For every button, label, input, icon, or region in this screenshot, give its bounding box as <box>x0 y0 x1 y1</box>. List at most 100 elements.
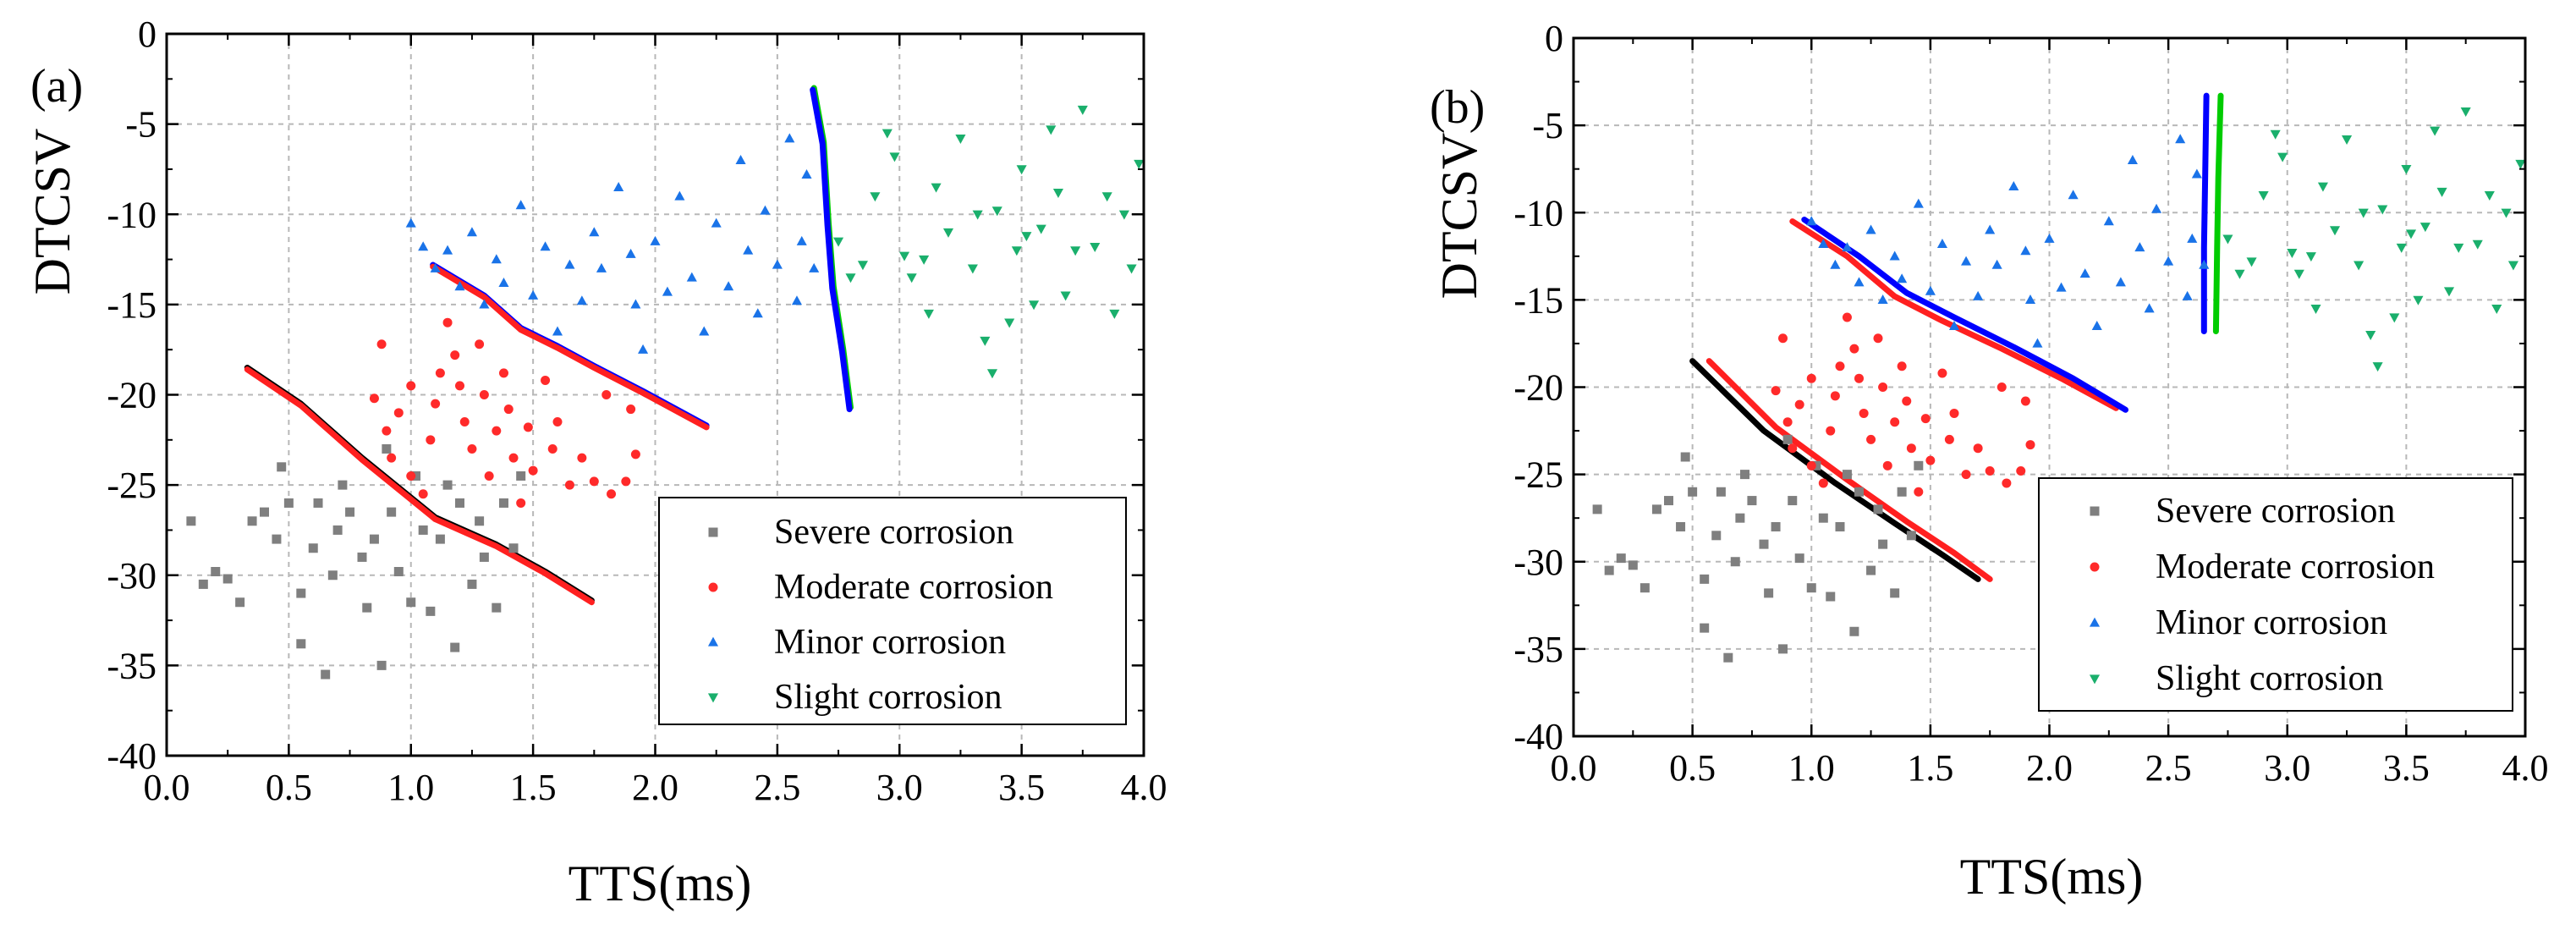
panel-a-x-tick-label-8: 4.0 <box>1121 767 1167 808</box>
panel-a-point-slight-17 <box>991 206 1002 217</box>
panel-a-y-tick-label-8: -40 <box>107 735 157 777</box>
panel-a-point-severe-14 <box>321 669 331 680</box>
panel-b-point-slight-1 <box>2234 269 2245 279</box>
panel-a-point-severe-19 <box>357 552 367 562</box>
panel-a-points <box>186 105 1145 680</box>
panel-b-point-slight-29 <box>2472 239 2483 250</box>
panel-a-point-severe-20 <box>362 603 372 613</box>
panel-a-point-moderate-30 <box>577 453 587 463</box>
panel-a-point-minor-33 <box>784 133 795 143</box>
panel-a-point-moderate-3 <box>387 453 397 463</box>
panel-a-point-severe-38 <box>498 498 508 508</box>
panel-b-point-moderate-21 <box>1902 396 1912 406</box>
panel-b-point-moderate-15 <box>1866 434 1876 444</box>
panel-a-point-minor-8 <box>498 277 509 287</box>
panel-b-point-minor-5 <box>1865 224 1876 234</box>
panel-a-point-slight-25 <box>1052 188 1063 198</box>
panel-b-point-moderate-10 <box>1835 361 1845 371</box>
panel-b-point-severe-37 <box>1890 588 1900 598</box>
panel-a-point-moderate-20 <box>498 368 508 378</box>
panel-a-point-severe-40 <box>516 471 526 481</box>
panel-b-point-severe-33 <box>1854 487 1864 497</box>
panel-b-point-severe-36 <box>1878 539 1888 549</box>
panel-a-point-severe-24 <box>387 507 397 517</box>
panel-a-point-minor-0 <box>405 217 416 228</box>
panel-b-point-slight-0 <box>2222 234 2233 245</box>
panel-b-point-moderate-18 <box>1882 460 1892 471</box>
panel-b-point-severe-13 <box>1716 487 1726 497</box>
panel-b-point-minor-11 <box>1936 239 1947 249</box>
panel-b-point-slight-9 <box>2310 305 2321 315</box>
panel-b-point-moderate-12 <box>1849 344 1859 354</box>
panel-b-legend-marker-slight <box>2089 674 2101 685</box>
panel-a-point-slight-27 <box>1070 246 1081 256</box>
panel-b-y-tick-label-0: 0 <box>1545 18 1563 59</box>
panel-a-point-minor-12 <box>552 326 563 336</box>
panel-b-legend-marker-moderate <box>2090 562 2100 572</box>
panel-a-point-slight-26 <box>1060 291 1071 301</box>
panel-b-point-severe-14 <box>1723 652 1733 663</box>
panel-b-fit-line-4 <box>2200 92 2210 334</box>
panel-b-point-severe-6 <box>1664 496 1673 506</box>
panel-a-point-slight-18 <box>1004 318 1015 328</box>
panel-b-point-moderate-9 <box>1830 391 1840 401</box>
panel-a-point-slight-13 <box>967 264 978 274</box>
panel-a-point-moderate-28 <box>552 416 563 426</box>
panel-b-y-axis-title: DTCSV <box>1431 133 1487 300</box>
panel-a-point-minor-11 <box>540 241 551 251</box>
panel-b-point-moderate-4 <box>1794 399 1804 410</box>
panel-b-points <box>1592 107 2526 663</box>
panel-b-x-tick-label-0: 0.0 <box>1551 747 1597 789</box>
panel-b-point-minor-0 <box>1806 216 1817 226</box>
panel-b-point-minor-1 <box>1818 239 1829 249</box>
panel-a-point-severe-18 <box>345 507 355 517</box>
panel-b-point-moderate-17 <box>1878 382 1888 393</box>
panel-a-point-moderate-14 <box>459 416 470 426</box>
panel-b-point-severe-1 <box>1604 565 1614 575</box>
panel-b-fit-line-2 <box>1789 218 2119 411</box>
panel-a-legend-severe: Severe corrosion <box>774 513 1013 552</box>
panel-b-point-moderate-25 <box>1925 455 1936 465</box>
panel-a-point-slight-8 <box>919 255 930 265</box>
panel-b-point-severe-23 <box>1782 434 1793 444</box>
panel-a-point-minor-10 <box>528 289 539 300</box>
panel-b-point-minor-14 <box>1973 290 1984 300</box>
panel-b-point-severe-31 <box>1842 470 1852 480</box>
panel-b-point-severe-18 <box>1747 496 1757 506</box>
panel-a-point-slight-7 <box>906 273 917 283</box>
panel-b-point-minor-26 <box>2103 216 2114 226</box>
panel-b-point-moderate-1 <box>1778 333 1788 344</box>
panel-a-point-severe-22 <box>376 660 387 670</box>
panel-a-legend-minor: Minor corrosion <box>774 623 1006 662</box>
panel-a-point-minor-17 <box>613 181 624 191</box>
panel-a-point-minor-37 <box>809 262 820 272</box>
panel-b-point-severe-39 <box>1906 531 1916 541</box>
panel-a-point-minor-18 <box>625 248 636 258</box>
panel-b-point-moderate-20 <box>1897 361 1907 371</box>
panel-a-y-axis-title: DTCSV <box>25 129 80 295</box>
panel-a-point-severe-35 <box>475 516 485 526</box>
panel-a-fit-lines <box>244 85 854 606</box>
panel-b-x-tick-label-8: 4.0 <box>2502 747 2549 789</box>
panel-b-point-slight-15 <box>2365 330 2376 340</box>
panel-b-point-severe-4 <box>1640 583 1650 593</box>
panel-b-point-slight-24 <box>2430 126 2441 136</box>
panel-a-point-moderate-32 <box>601 390 612 399</box>
panel-a-point-slight-6 <box>898 251 910 261</box>
panel-b-point-minor-24 <box>2079 268 2090 278</box>
panel-b-y-tick-label-1: -5 <box>1532 105 1563 146</box>
panel-b-legend-slight: Slight corrosion <box>2156 659 2384 698</box>
panel-a-point-severe-30 <box>435 534 445 544</box>
panel-a-point-minor-6 <box>479 299 490 309</box>
panel-b-point-moderate-24 <box>1920 414 1931 424</box>
panel-a-point-severe-1 <box>198 579 208 589</box>
panel-b-point-moderate-30 <box>1973 443 1983 454</box>
panel-a-point-slight-20 <box>1016 165 1027 175</box>
panel-b-point-minor-25 <box>2091 320 2102 330</box>
panel-b-point-slight-10 <box>2317 182 2328 192</box>
panel-a-point-minor-22 <box>662 286 673 296</box>
panel-a-point-minor-28 <box>735 154 746 164</box>
panel-b-point-slight-6 <box>2287 249 2298 259</box>
panel-a-x-tick-label-7: 3.5 <box>998 767 1045 808</box>
panel-b-point-minor-16 <box>1991 259 2002 269</box>
